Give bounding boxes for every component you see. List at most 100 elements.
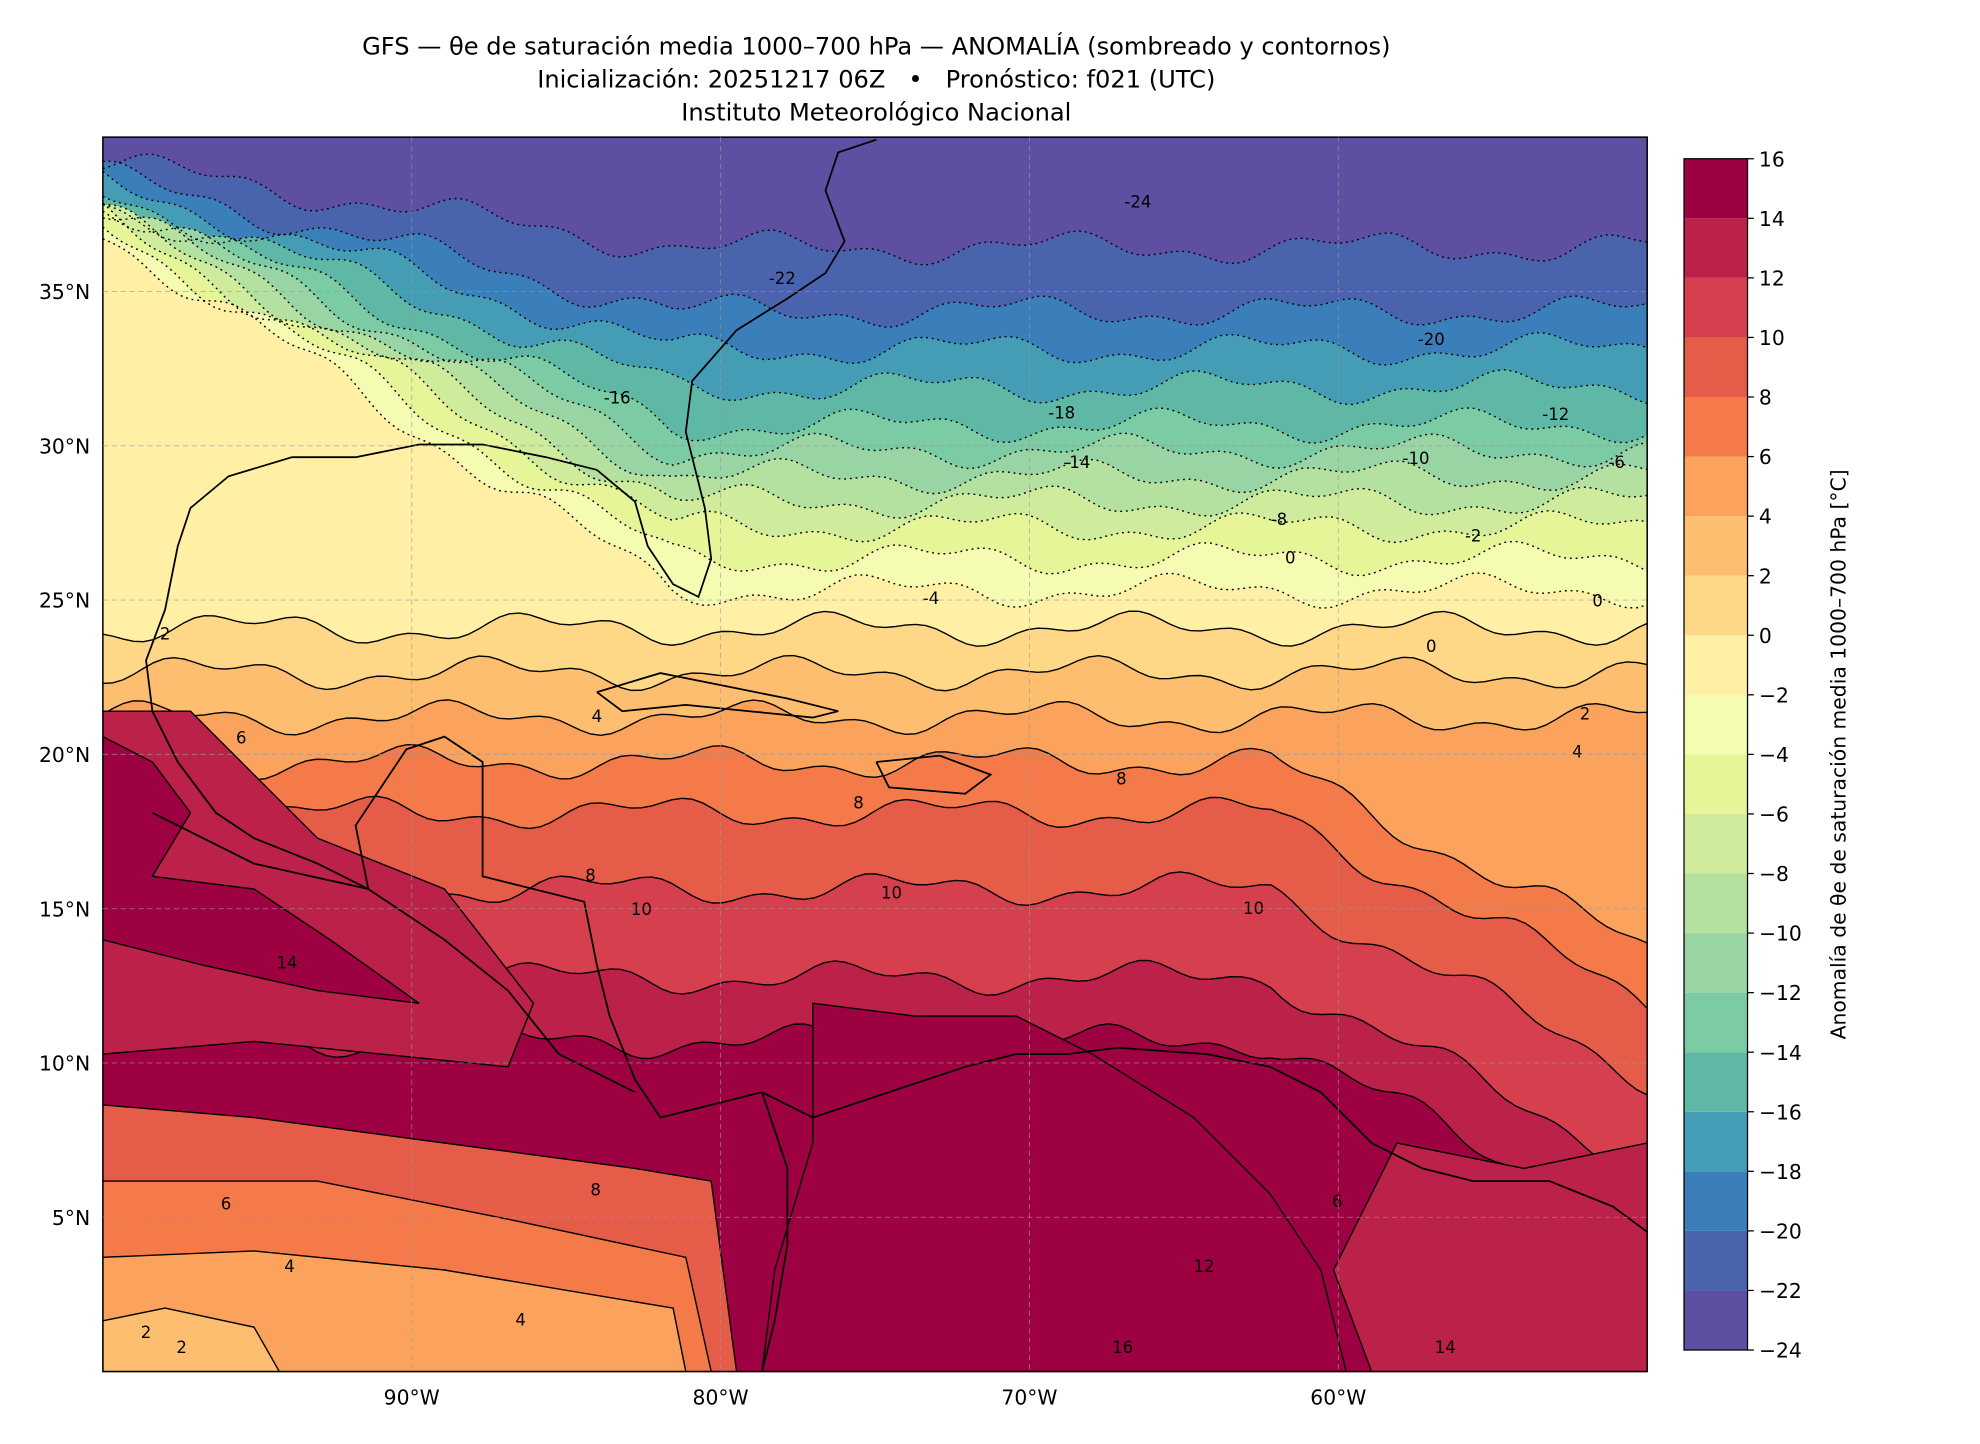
contour-label: -22 xyxy=(769,269,796,288)
colorbar-tick-label: −8 xyxy=(1759,862,1789,886)
colorbar-tick-label: 16 xyxy=(1759,147,1785,171)
contour-label: 8 xyxy=(590,1181,601,1200)
colorbar-swatch xyxy=(1684,1052,1748,1112)
colorbar-swatch xyxy=(1684,1290,1748,1351)
contour-label: 0 xyxy=(1426,637,1437,656)
contour-line-negative xyxy=(102,170,1648,366)
colorbar-tick-label: −20 xyxy=(1759,1220,1802,1244)
colorbar-swatch xyxy=(1684,277,1748,338)
figure: GFS — θe de saturación media 1000–700 hP… xyxy=(39,32,1850,1410)
contour-label: 8 xyxy=(1116,769,1126,788)
coastline xyxy=(596,672,839,719)
x-tick-label: 80°W xyxy=(693,1386,749,1410)
colorbar-swatch xyxy=(1684,337,1748,398)
chart-subtitle: Inicialización: 20251217 06Z • Pronóstic… xyxy=(537,66,1215,94)
colorbar-swatch xyxy=(1684,694,1748,755)
colorbar-swatch xyxy=(1684,456,1748,517)
shaded-region xyxy=(1332,1142,1648,1372)
contour-label: 16 xyxy=(1112,1338,1133,1357)
contour-line xyxy=(102,610,1648,647)
colorbar-tick-label: −12 xyxy=(1759,981,1802,1005)
y-tick-label: 10°N xyxy=(39,1052,90,1076)
shaded-region xyxy=(102,1307,281,1372)
contour-label: -24 xyxy=(1124,193,1151,212)
shaded-region xyxy=(761,1002,1347,1372)
colorbar-swatch xyxy=(1684,992,1748,1053)
colorbar-tick-label: −10 xyxy=(1759,922,1802,946)
colorbar-tick-label: −18 xyxy=(1759,1160,1802,1184)
colorbar: −24−22−20−18−16−14−12−10−8−6−4−202468101… xyxy=(1683,147,1802,1363)
contour-label: 4 xyxy=(1572,743,1582,762)
contour-label: 14 xyxy=(1435,1338,1456,1357)
contour-line-negative xyxy=(102,202,1648,544)
contour-line-negative xyxy=(102,204,1648,444)
colorbar-tick-label: 6 xyxy=(1759,445,1772,469)
contour-line xyxy=(102,654,1648,692)
colorbar-tick-label: −4 xyxy=(1759,743,1789,767)
colorbar-swatch xyxy=(1684,516,1748,576)
colorbar-swatch xyxy=(1684,1111,1748,1172)
coastline xyxy=(875,754,993,795)
contour-label: -16 xyxy=(604,388,631,407)
colorbar-swatch xyxy=(1684,1171,1748,1231)
colorbar-tick-label: 12 xyxy=(1759,266,1785,290)
shaded-region xyxy=(102,710,535,1068)
y-tick-label: 20°N xyxy=(39,743,90,767)
contour-label: 10 xyxy=(631,900,652,919)
colorbar-swatch xyxy=(1684,635,1748,695)
contour-label: -12 xyxy=(1542,405,1569,424)
contour-label: 12 xyxy=(1193,1257,1214,1276)
colorbar-tick-label: 4 xyxy=(1759,505,1772,529)
contour-label: -20 xyxy=(1418,330,1445,349)
y-tick-label: 30°N xyxy=(39,434,90,458)
contour-label: 2 xyxy=(141,1323,152,1342)
contour-label: 2 xyxy=(1580,705,1590,724)
y-tick-label: 5°N xyxy=(52,1206,90,1230)
contour-label: 4 xyxy=(592,707,603,726)
contour-label: 14 xyxy=(277,953,298,972)
map-area: -24-22-20-18-16-14-12-10 -6-8-4-200022444… xyxy=(102,137,1648,1372)
y-tick-label: 15°N xyxy=(39,897,90,921)
colorbar-swatch xyxy=(1684,813,1748,874)
contour-label: 2 xyxy=(160,625,171,644)
contour-label: -4 xyxy=(923,589,939,608)
colorbar-tick-label: −22 xyxy=(1759,1279,1802,1303)
contour-label: -8 xyxy=(1271,510,1287,529)
contour-label: 8 xyxy=(585,866,596,885)
contour-label: 6 xyxy=(221,1195,232,1214)
colorbar-tick-label: −6 xyxy=(1759,803,1789,827)
contour-line-negative xyxy=(102,210,1648,470)
colorbar-tick-label: −2 xyxy=(1759,683,1789,707)
contour-label: 0 xyxy=(1592,591,1603,610)
contour-label: 10 xyxy=(881,884,902,903)
chart-source: Instituto Meteorológico Nacional xyxy=(681,99,1071,127)
colorbar-tick-label: 8 xyxy=(1759,386,1772,410)
contour-line-negative xyxy=(102,160,1648,328)
coastline xyxy=(761,1046,1648,1233)
contour-label: 6 xyxy=(236,729,247,748)
contour-label: -14 xyxy=(1063,453,1090,472)
colorbar-tick-label: −24 xyxy=(1759,1339,1802,1363)
colorbar-swatch xyxy=(1684,754,1748,814)
y-tick-label: 25°N xyxy=(39,589,90,613)
contour-label: -2 xyxy=(1465,527,1481,546)
contour-label: 4 xyxy=(284,1257,295,1276)
coastline xyxy=(145,545,763,1119)
colorbar-swatch xyxy=(1684,873,1748,934)
contour-line xyxy=(102,699,1648,736)
colorbar-swatch xyxy=(1684,575,1748,636)
contour-label: 4 xyxy=(515,1310,526,1329)
colorbar-tick-label: −16 xyxy=(1759,1100,1802,1124)
contour-label: 2 xyxy=(176,1338,187,1357)
contour-label: -6 xyxy=(1608,453,1624,472)
colorbar-swatch xyxy=(1684,1230,1748,1291)
contour-label: 8 xyxy=(853,793,864,812)
contour-line xyxy=(102,743,1648,944)
colorbar-swatch xyxy=(1684,218,1748,278)
contour-label: -18 xyxy=(1048,404,1075,423)
colorbar-swatch xyxy=(1684,158,1748,219)
x-tick-label: 60°W xyxy=(1310,1386,1366,1410)
colorbar-tick-label: 10 xyxy=(1759,326,1785,350)
